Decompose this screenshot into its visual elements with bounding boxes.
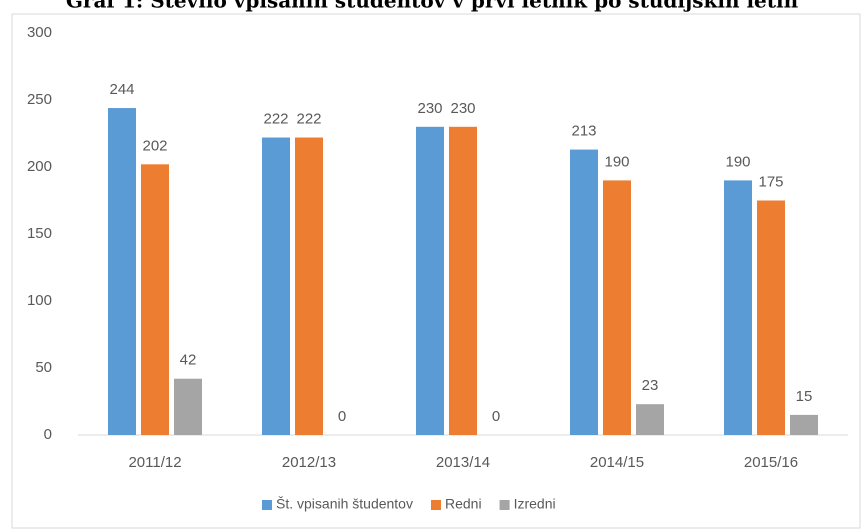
value-label: 23	[642, 377, 659, 394]
y-tick-label: 200	[27, 158, 52, 175]
y-tick-label: 250	[27, 91, 52, 108]
bar	[724, 180, 752, 435]
value-label: 213	[571, 123, 596, 140]
value-label: 202	[142, 137, 167, 154]
legend-label: Izredni	[514, 496, 556, 512]
x-tick-label: 2012/13	[282, 454, 336, 471]
bar	[108, 108, 136, 435]
x-tick-label: 2014/15	[590, 454, 644, 471]
legend-swatch	[262, 500, 272, 510]
bar	[790, 414, 818, 435]
x-tick-label: 2013/14	[436, 454, 490, 471]
y-tick-label: 300	[27, 24, 52, 41]
bar	[174, 378, 202, 435]
legend-label: Redni	[445, 496, 482, 512]
value-label: 230	[450, 100, 475, 117]
x-tick-label: 2011/12	[128, 454, 181, 471]
value-label: 244	[109, 81, 134, 98]
y-tick-label: 100	[27, 292, 52, 309]
bar	[416, 126, 444, 436]
y-tick-label: 0	[44, 426, 52, 443]
y-tick-label: 50	[35, 359, 52, 376]
bar	[603, 180, 631, 435]
value-label: 230	[417, 100, 442, 117]
bar	[570, 149, 598, 435]
value-label: 190	[604, 153, 629, 170]
value-label: 222	[263, 110, 288, 127]
legend-swatch	[499, 500, 510, 510]
value-label: 15	[796, 388, 813, 405]
chart-title: Graf 1: Število vpisanih študentov v prv…	[66, 0, 799, 13]
value-label: 0	[338, 408, 346, 425]
x-tick-label: 2015/16	[744, 454, 798, 471]
bar	[262, 137, 290, 435]
legend-label: Št. vpisanih študentov	[276, 496, 413, 512]
bar	[141, 164, 169, 435]
value-label: 42	[180, 352, 197, 369]
bar	[636, 404, 664, 435]
legend-swatch	[430, 500, 441, 510]
bar	[757, 200, 785, 435]
value-label: 175	[758, 173, 783, 190]
value-label: 222	[296, 110, 321, 127]
value-label: 190	[725, 153, 750, 170]
y-tick-label: 150	[27, 225, 52, 242]
value-label: 0	[492, 408, 500, 425]
chart-border	[11, 13, 861, 529]
bar	[295, 137, 323, 435]
bar	[449, 126, 477, 436]
